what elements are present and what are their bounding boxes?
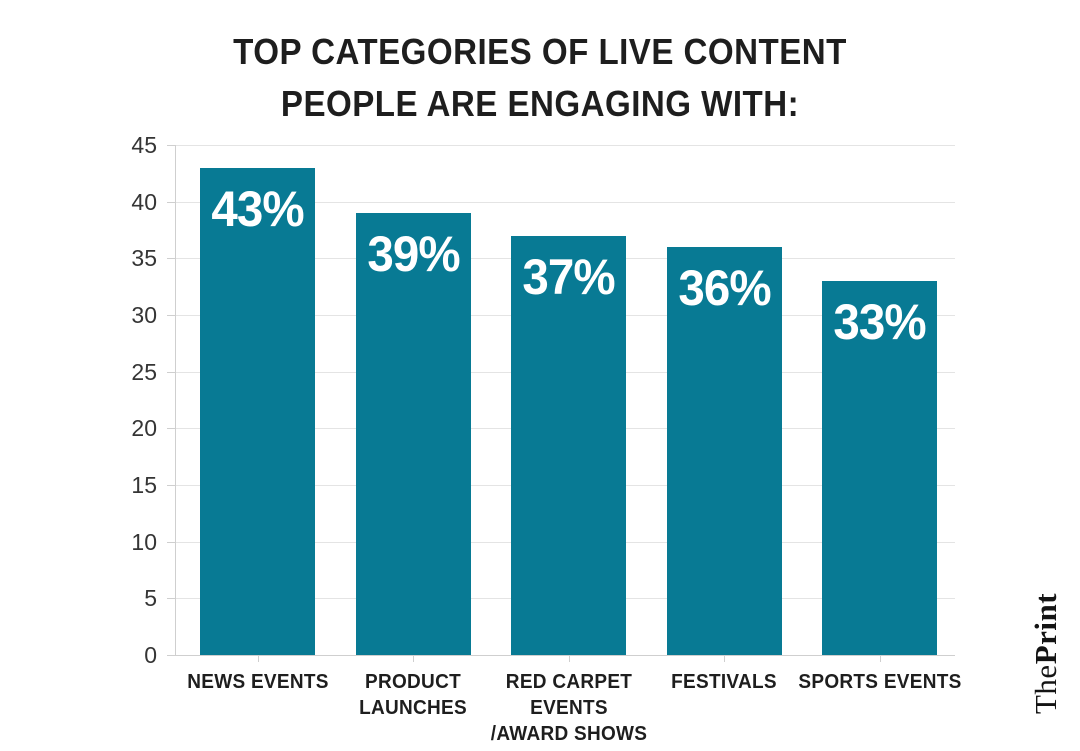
x-axis-tick [413,656,414,662]
y-axis-tick-label: 45 [131,132,157,158]
y-axis-tick [167,541,175,543]
x-axis-category-label: RED CARPET EVENTS/AWARD SHOWS [478,669,659,747]
x-axis-category-line: RED CARPET [505,671,632,693]
y-axis-tick [167,201,175,203]
gridline [175,201,955,203]
y-axis-tick [167,655,175,656]
y-axis-tick [167,145,175,146]
y-axis-tick [167,315,175,316]
x-axis-line [175,655,955,656]
x-axis-category-line: FESTIVALS [671,671,777,693]
y-axis-tick-label: 0 [144,642,157,668]
y-axis-tick [167,428,175,430]
bar: 39% [355,213,471,655]
x-axis-category-label: NEWS EVENTS [167,669,348,695]
x-axis-category-label: PRODUCT LAUNCHES [323,669,504,721]
logo-print-text: Print [1028,592,1063,665]
logo-the-text: The [1028,664,1063,714]
x-axis-category-label: SPORTS EVENTS [789,669,970,695]
x-axis-category-line: PRODUCT [365,671,461,693]
bar-value-label: 37% [522,248,615,305]
bar: 43% [200,167,315,655]
y-axis-line [175,145,176,655]
y-axis-tick [167,598,175,600]
bar-value-label: 36% [677,260,771,316]
theprint-logo: ThePrint [1028,593,1064,714]
x-axis-category-line: /AWARD SHOWS [490,723,647,745]
x-axis-tick [879,656,881,662]
x-axis-category-line: EVENTS [529,697,608,719]
chart-title: TOP CATEGORIES OF LIVE CONTENT PEOPLE AR… [43,26,1037,130]
bar-value-label: 39% [366,226,460,282]
y-axis-tick [167,258,175,260]
bar: 37% [511,235,626,655]
x-axis-tick [568,656,570,662]
y-axis-tick [167,485,175,486]
chart-title-line1: TOP CATEGORIES OF LIVE CONTENT [233,31,847,72]
bar: 33% [822,281,937,655]
bar-chart-plot: 0 5 10 15 20 25 30 35 40 45 43% 39% 37% 36% 33% NEWS … [131,132,960,745]
x-axis-category-line: SPORTS EVENTS [797,671,962,693]
y-axis-tick-label: 15 [131,472,157,498]
chart-title-line2: PEOPLE ARE ENGAGING WITH: [280,83,800,124]
x-axis-category-line: NEWS EVENTS [186,671,329,693]
y-axis-tick-label: 25 [131,358,157,385]
x-axis-tick [724,656,725,662]
y-axis-tick-label: 10 [131,528,157,555]
y-axis-tick-label: 35 [131,245,157,272]
y-axis-tick [167,371,175,373]
bar-value-label: 43% [211,180,304,237]
x-axis-category-line: LAUNCHES [359,697,467,719]
y-axis-tick-label: 5 [144,585,157,612]
bar: 36% [666,247,782,655]
x-axis-tick [257,656,259,662]
y-axis-tick-label: 30 [131,302,157,328]
y-axis-tick-label: 40 [131,188,157,215]
y-axis-tick-label: 20 [131,415,157,442]
bar-value-label: 33% [833,294,926,350]
x-axis-category-label: FESTIVALS [634,669,815,695]
gridline [175,145,955,146]
